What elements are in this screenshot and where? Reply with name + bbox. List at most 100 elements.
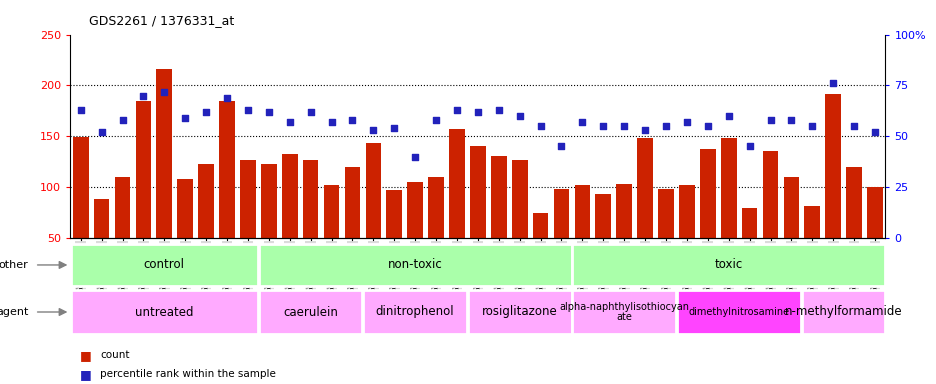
Bar: [467, 290, 571, 334]
Bar: [323, 185, 339, 238]
Bar: [574, 185, 590, 238]
Point: [94, 129, 109, 135]
Point: [324, 119, 339, 125]
Text: non-toxic: non-toxic: [388, 258, 442, 271]
Text: alpha-naphthylisothiocyan
ate: alpha-naphthylisothiocyan ate: [559, 302, 689, 322]
Bar: [616, 184, 632, 238]
Point: [741, 144, 756, 150]
Text: toxic: toxic: [714, 258, 742, 271]
Bar: [572, 244, 885, 286]
Point: [387, 125, 402, 131]
Bar: [490, 156, 506, 238]
Point: [198, 109, 213, 115]
Bar: [533, 213, 548, 238]
Point: [636, 127, 651, 133]
Point: [658, 123, 673, 129]
Bar: [636, 138, 652, 238]
Bar: [114, 177, 130, 238]
Point: [261, 109, 276, 115]
Point: [115, 117, 130, 123]
Text: other: other: [0, 260, 28, 270]
Bar: [386, 190, 402, 238]
Text: dimethylnitrosamine: dimethylnitrosamine: [688, 307, 789, 317]
Point: [219, 94, 234, 101]
Bar: [845, 167, 861, 238]
Point: [699, 123, 714, 129]
Point: [156, 88, 171, 94]
Point: [553, 144, 568, 150]
Point: [867, 129, 882, 135]
Bar: [177, 179, 193, 238]
Bar: [572, 290, 675, 334]
Text: untreated: untreated: [135, 306, 194, 318]
Bar: [219, 101, 235, 238]
Point: [282, 119, 297, 125]
Point: [407, 154, 422, 160]
Text: GDS2261 / 1376331_at: GDS2261 / 1376331_at: [89, 14, 234, 27]
Text: rosiglitazone: rosiglitazone: [481, 306, 557, 318]
Bar: [428, 177, 444, 238]
Bar: [73, 137, 89, 238]
Text: control: control: [144, 258, 184, 271]
Point: [762, 117, 777, 123]
Bar: [801, 290, 885, 334]
Bar: [70, 290, 257, 334]
Point: [73, 107, 88, 113]
Bar: [676, 290, 800, 334]
Text: count: count: [100, 350, 129, 360]
Text: n-methylformamide: n-methylformamide: [784, 306, 901, 318]
Bar: [825, 94, 841, 238]
Point: [783, 117, 798, 123]
Point: [241, 107, 256, 113]
Bar: [804, 205, 819, 238]
Point: [721, 113, 736, 119]
Bar: [198, 164, 213, 238]
Point: [303, 109, 318, 115]
Bar: [679, 185, 694, 238]
Point: [136, 93, 151, 99]
Point: [344, 117, 359, 123]
Point: [449, 107, 464, 113]
Bar: [407, 182, 422, 238]
Bar: [156, 69, 172, 238]
Point: [178, 115, 193, 121]
Text: agent: agent: [0, 307, 28, 317]
Point: [365, 127, 380, 133]
Text: ■: ■: [80, 349, 92, 362]
Point: [616, 123, 631, 129]
Text: percentile rank within the sample: percentile rank within the sample: [100, 369, 276, 379]
Bar: [594, 194, 610, 238]
Point: [512, 113, 527, 119]
Bar: [302, 160, 318, 238]
Bar: [511, 160, 527, 238]
Bar: [741, 207, 756, 238]
Bar: [866, 187, 882, 238]
Bar: [282, 154, 298, 238]
Bar: [699, 149, 715, 238]
Bar: [70, 244, 257, 286]
Text: ■: ■: [80, 368, 92, 381]
Bar: [261, 164, 276, 238]
Bar: [657, 189, 673, 238]
Bar: [762, 151, 778, 238]
Point: [533, 123, 548, 129]
Point: [595, 123, 610, 129]
Bar: [258, 290, 362, 334]
Bar: [365, 144, 381, 238]
Bar: [448, 129, 464, 238]
Bar: [720, 138, 736, 238]
Bar: [363, 290, 466, 334]
Point: [470, 109, 485, 115]
Text: caerulein: caerulein: [283, 306, 338, 318]
Bar: [136, 101, 151, 238]
Point: [428, 117, 443, 123]
Bar: [344, 167, 360, 238]
Bar: [782, 177, 798, 238]
Point: [490, 107, 505, 113]
Point: [804, 123, 819, 129]
Point: [846, 123, 861, 129]
Bar: [553, 189, 569, 238]
Bar: [258, 244, 571, 286]
Point: [825, 80, 840, 86]
Bar: [470, 147, 485, 238]
